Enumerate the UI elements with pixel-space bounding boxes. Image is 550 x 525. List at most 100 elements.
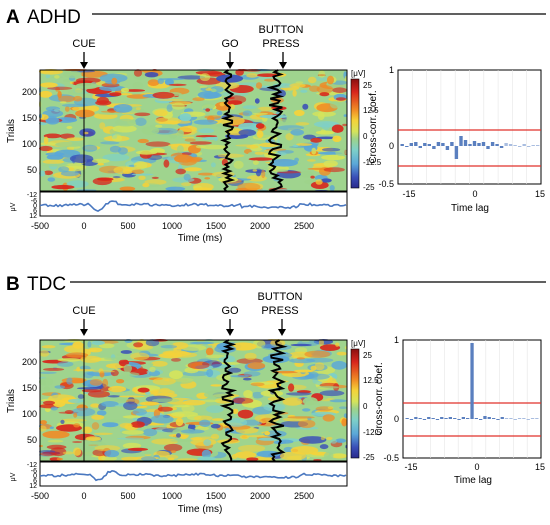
xcorr-bar: [440, 417, 444, 419]
heatmap-blob: [82, 144, 98, 152]
xtick-label: 1500: [206, 221, 226, 231]
xcorr-xtick: -15: [404, 462, 417, 472]
xcorr-xtick: 15: [535, 462, 545, 472]
xcorr-bar: [463, 140, 468, 146]
heatmap-blob: [147, 79, 160, 86]
heatmap-blob: [61, 103, 88, 108]
heatmap-blob: [287, 416, 315, 419]
heatmap-blob: [112, 125, 137, 133]
heatmap-blob: [80, 70, 108, 78]
event-cue-label: CUE: [72, 38, 95, 50]
heatmap-blob: [204, 177, 211, 180]
heatmap-blob: [319, 344, 341, 351]
heatmap-blob: [116, 353, 128, 357]
xcorr-bar: [526, 419, 530, 420]
ytick-label: 200: [22, 87, 37, 97]
xtick-label: 2500: [294, 221, 314, 231]
heatmap-blob: [173, 347, 182, 352]
heatmap-blob: [296, 357, 305, 360]
heatmap-blob: [89, 379, 103, 386]
xcorr-ylabel: Cross-corr. coef.: [368, 90, 379, 163]
xcorr-bar: [448, 417, 452, 419]
heatmap-blob: [168, 83, 187, 86]
heatmap-blob: [335, 342, 340, 347]
heatmap-blob: [172, 177, 195, 183]
heatmap-blob: [149, 389, 175, 396]
heatmap-blob: [75, 109, 95, 118]
erp-trace-plot: μV -12 -6 0 6 12: [10, 191, 348, 220]
heatmap-blob: [210, 384, 223, 387]
heatmap-blob: [246, 457, 259, 462]
heatmap-blob: [127, 447, 148, 451]
xcorr-bar: [423, 143, 427, 146]
panel-group-name: TDC: [27, 274, 66, 295]
panel-group-name: ADHD: [27, 7, 81, 28]
heatmap-blob: [168, 143, 193, 147]
heatmap-blob: [331, 360, 348, 370]
heatmap-blob: [88, 347, 103, 353]
erp-image-heatmap: [39, 339, 348, 462]
xcorr-bar: [461, 417, 465, 419]
heatmap-blob: [118, 395, 145, 398]
heatmap-blob: [101, 401, 119, 407]
heatmap-blob: [132, 408, 147, 416]
heatmap-blob: [272, 83, 295, 88]
heatmap-blob: [315, 130, 335, 135]
heatmap-blob: [77, 394, 85, 399]
heatmap-blob: [298, 419, 316, 429]
heatmap-blob: [310, 137, 323, 143]
xcorr-bar: [513, 145, 517, 146]
heatmap-blob: [344, 76, 347, 82]
heatmap-blob: [111, 77, 118, 85]
colorbar-gradient: [350, 348, 360, 459]
heatmap-blob: [152, 377, 176, 386]
heatmap-blob: [302, 397, 318, 406]
xcorr-bar: [405, 146, 409, 147]
heatmap-blob: [39, 425, 47, 432]
heatmap-blob: [217, 153, 245, 158]
heatmap-blob: [130, 421, 145, 428]
heatmap-blob: [64, 410, 74, 414]
heatmap-blob: [310, 365, 317, 371]
heatmap-blob: [201, 103, 215, 110]
heatmap-blob: [295, 143, 313, 146]
heatmap-blob: [307, 159, 316, 162]
colorbar-tick: -12.5: [363, 158, 382, 167]
heatmap-blob: [119, 186, 136, 191]
heatmap-blob: [204, 115, 222, 119]
heatmap-blob: [52, 399, 66, 408]
heatmap-blob: [39, 121, 47, 126]
heatmap-blob: [95, 100, 112, 106]
colorbar-tick: 25: [363, 351, 372, 360]
heatmap-blob: [194, 415, 213, 421]
colorbar-unit: [μV]: [351, 69, 365, 78]
heatmap-blob: [327, 75, 334, 85]
heatmap-blob: [290, 446, 319, 455]
heatmap-blob: [75, 82, 99, 90]
cross-correlation-plot: 1 0 -0.5 Cross-corr. coef. -15 0 15 Time…: [368, 65, 545, 214]
heatmap-blob: [142, 428, 158, 437]
xcorr-bar: [522, 418, 526, 419]
erp-ytick: 6: [33, 208, 37, 215]
heatmap-blob: [151, 438, 178, 445]
heatmap-blob: [123, 89, 146, 92]
heatmap-blob: [295, 426, 319, 430]
xcorr-ylabel: Cross-corr. coef.: [374, 362, 385, 435]
heatmap-blob: [315, 179, 323, 185]
heatmap-blob: [310, 175, 315, 179]
heatmap-blob: [99, 122, 106, 130]
ytick-label: 100: [22, 409, 37, 419]
heatmap-blob: [151, 176, 159, 179]
heatmap-blob: [69, 81, 74, 84]
xcorr-bars: [405, 343, 539, 420]
heatmap-blob: [255, 82, 263, 89]
heatmap-blob: [73, 95, 83, 102]
xcorr-bar: [470, 343, 474, 419]
heatmap-blob: [210, 423, 221, 429]
xcorr-bar: [531, 145, 535, 146]
heatmap-blob: [344, 346, 347, 350]
heatmap-blob: [244, 352, 257, 360]
heatmap-blob: [246, 144, 259, 149]
heatmap-blob: [319, 444, 329, 450]
